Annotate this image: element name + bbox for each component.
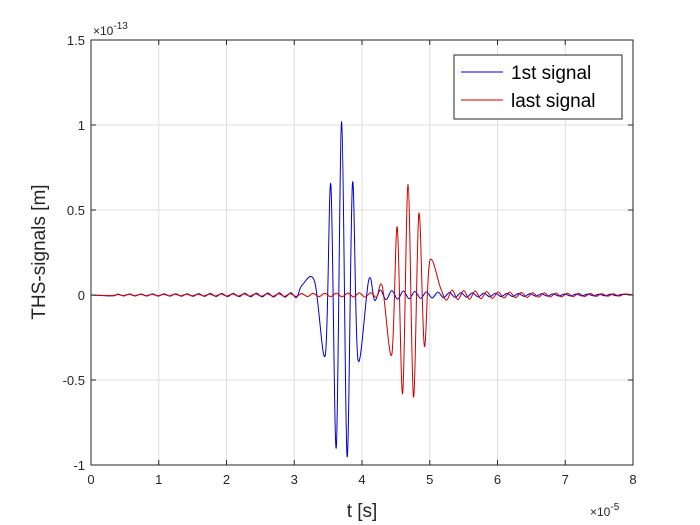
x-tick-label: 5	[426, 472, 433, 487]
y-tick-label: 0.5	[67, 203, 85, 218]
y-tick-label: 1	[78, 118, 85, 133]
series-layer	[90, 121, 634, 458]
y-axis-title: THS-signals [m]	[29, 184, 50, 319]
x-axis-exponent: ×10-5	[590, 502, 620, 519]
legend: 1st signal last signal	[453, 54, 623, 120]
ticks	[90, 39, 634, 466]
series-line-last-signal	[90, 183, 634, 398]
y-tick-label: 1.5	[67, 33, 85, 48]
x-tick-label: 7	[562, 472, 569, 487]
legend-label-last-signal: last signal	[511, 91, 596, 112]
x-tick-label: 0	[87, 472, 94, 487]
x-tick-label: 1	[155, 472, 162, 487]
y-axis-exponent: ×10-13	[93, 21, 128, 38]
x-axis-title: t [s]	[347, 501, 378, 522]
x-tick-label: 2	[223, 472, 230, 487]
legend-label-1st-signal: 1st signal	[511, 63, 591, 84]
y-tick-label: -0.5	[63, 373, 85, 388]
x-tick-label: 3	[291, 472, 298, 487]
legend-box	[453, 54, 623, 120]
y-tick-label: 0	[78, 288, 85, 303]
x-tick-label: 6	[494, 472, 501, 487]
grid	[91, 40, 633, 465]
tick-labels: 0 1 2 3 4 5 6 7 8 -1 -0.5 0 0.5 1 1.5	[63, 33, 637, 487]
x-tick-label: 4	[358, 472, 365, 487]
y-tick-label: -1	[73, 458, 85, 473]
x-tick-label: 8	[629, 472, 636, 487]
